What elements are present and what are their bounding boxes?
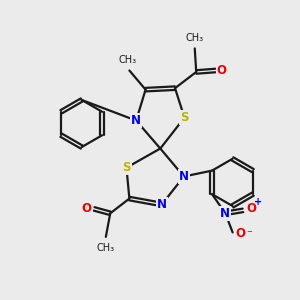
Text: CH₃: CH₃ [97,243,115,253]
Text: N: N [220,207,230,220]
Text: N: N [179,170,189,183]
Text: N: N [157,198,167,211]
Text: +: + [254,197,262,207]
Text: O: O [246,202,256,215]
Text: S: S [122,161,131,174]
Text: S: S [180,111,189,124]
Text: ⁻: ⁻ [246,229,252,239]
Text: CH₃: CH₃ [119,55,137,65]
Text: O: O [235,227,245,240]
Text: O: O [217,64,227,77]
Text: O: O [82,202,92,215]
Text: N: N [131,114,141,127]
Text: CH₃: CH₃ [186,33,204,43]
